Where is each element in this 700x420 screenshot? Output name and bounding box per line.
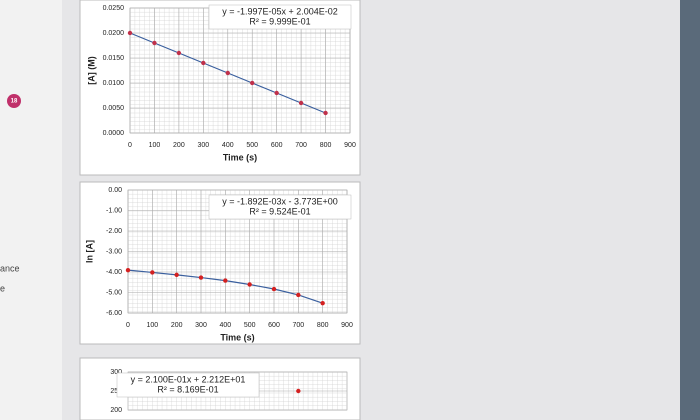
x-tick-label: 300 <box>195 322 207 329</box>
equation-text: y = 2.100E-01x + 2.212E+01 <box>131 374 246 384</box>
right-strip <box>680 0 700 420</box>
x-tick-label: 700 <box>292 322 304 329</box>
y-tick-label: 0.0000 <box>103 130 125 137</box>
x-tick-label: 700 <box>295 142 307 149</box>
x-tick-label: 800 <box>320 142 332 149</box>
y-tick-label: 0.0100 <box>103 80 125 87</box>
x-tick-label: 600 <box>268 322 280 329</box>
equation-box <box>116 372 260 398</box>
data-point <box>296 292 301 298</box>
data-point <box>247 282 252 287</box>
equation-text: R² = 8.169E-01 <box>157 384 218 394</box>
y-tick-label: 200 <box>110 407 122 414</box>
y-tick-label: 300 <box>110 369 122 376</box>
x-tick-label: 500 <box>246 142 258 149</box>
x-axis-label: Time (s) <box>220 332 254 342</box>
equation-text: R² = 9.524E-01 <box>249 206 310 216</box>
data-point <box>271 286 277 292</box>
data-point <box>250 80 255 86</box>
data-point <box>152 40 157 46</box>
y-tick-label: -5.00 <box>106 289 122 296</box>
side-text: e <box>0 283 5 293</box>
y-tick-label: 0.0050 <box>103 105 125 112</box>
x-tick-label: 200 <box>173 142 185 149</box>
x-tick-label: 0 <box>128 142 132 149</box>
equation-text: R² = 9.999E-01 <box>249 16 310 26</box>
data-point <box>125 267 131 273</box>
data-point <box>296 388 301 394</box>
equation-box <box>208 194 352 220</box>
data-point <box>223 278 228 283</box>
data-point <box>298 100 304 106</box>
x-tick-label: 100 <box>146 322 158 329</box>
data-point <box>274 90 279 96</box>
data-point <box>174 272 179 278</box>
y-tick-label: -4.00 <box>106 269 122 276</box>
y-axis-label: ln [A] <box>84 240 94 263</box>
x-tick-label: 200 <box>171 322 183 329</box>
y-tick-label: -1.00 <box>106 207 122 214</box>
x-tick-label: 100 <box>149 142 161 149</box>
data-point <box>150 270 155 275</box>
badge <box>7 94 21 108</box>
data-point <box>320 300 325 306</box>
side-text: ance <box>0 263 20 273</box>
data-point <box>201 60 206 66</box>
x-tick-label: 0 <box>126 322 130 329</box>
y-tick-label: 0.0200 <box>103 30 125 37</box>
equation-text: y = -1.997E-05x + 2.004E-02 <box>222 6 338 16</box>
data-point <box>176 50 182 56</box>
data-point <box>127 30 133 36</box>
x-tick-label: 300 <box>197 142 209 149</box>
x-tick-label: 900 <box>344 142 356 149</box>
y-tick-label: -3.00 <box>106 248 122 255</box>
x-tick-label: 900 <box>341 322 353 329</box>
data-point <box>225 70 230 76</box>
x-tick-label: 400 <box>219 322 231 329</box>
data-point <box>323 110 328 116</box>
equation-box <box>208 4 352 30</box>
badge-text: 18 <box>11 99 18 105</box>
y-axis-label: [A] (M) <box>86 56 96 85</box>
y-tick-label: 0.0150 <box>103 55 125 62</box>
x-tick-label: 600 <box>271 142 283 149</box>
y-tick-label: 250 <box>110 388 122 395</box>
y-tick-label: 0.00 <box>108 187 122 194</box>
left-margin <box>0 0 62 420</box>
equation-text: y = -1.892E-03x - 3.773E+00 <box>222 196 338 206</box>
y-tick-label: -6.00 <box>106 310 122 317</box>
x-axis-label: Time (s) <box>223 152 257 162</box>
data-point <box>198 275 204 280</box>
x-tick-label: 400 <box>222 142 234 149</box>
x-tick-label: 800 <box>317 322 329 329</box>
x-tick-label: 500 <box>244 322 256 329</box>
y-tick-label: -2.00 <box>106 228 122 235</box>
y-tick-label: 0.0250 <box>103 5 125 12</box>
